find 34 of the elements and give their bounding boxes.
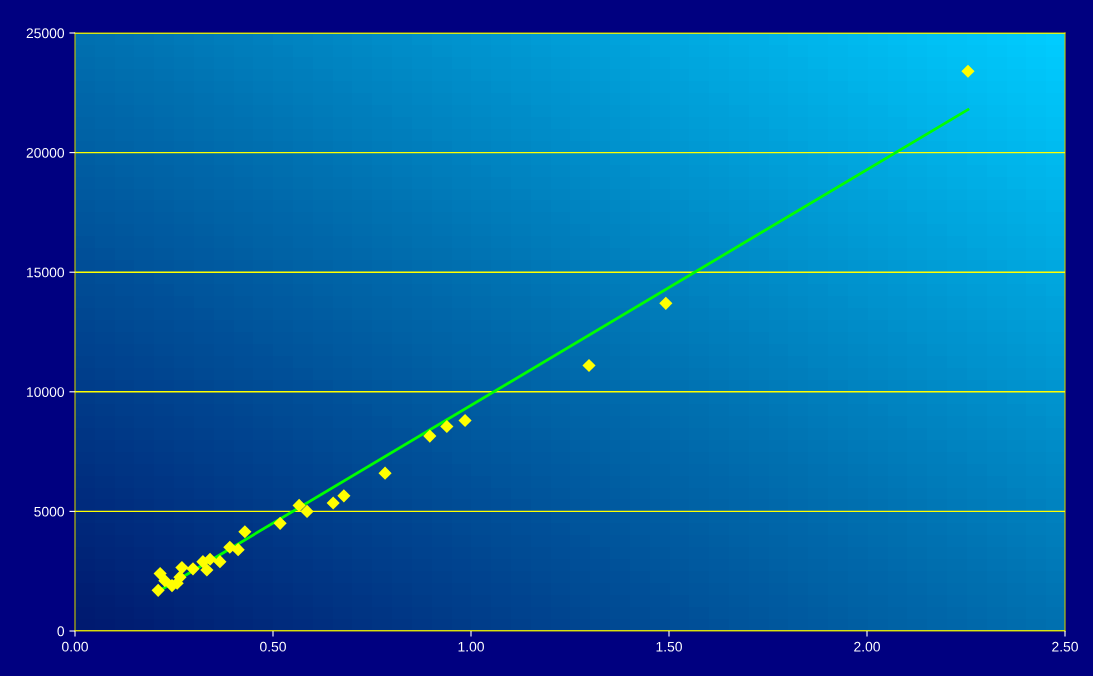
y-tick-label: 15000 [27,267,65,278]
point [292,498,306,513]
y-tick-label: 5000 [34,506,65,517]
x-tick-label: 1.00 [458,641,484,652]
point [273,516,287,530]
y-tick-label: 20000 [26,147,65,158]
y-tick-label: 10000 [27,387,65,397]
point [326,496,340,510]
x-tick-label: 0.00 [62,641,88,652]
x-tick-label: 0.50 [260,641,286,652]
point [238,525,252,539]
point [175,561,189,575]
point [151,583,165,597]
point [203,552,217,566]
point [186,562,200,576]
y-tick-label: 25000 [26,28,65,39]
point [378,466,392,480]
point [582,358,596,373]
x-tick-label: 1.50 [656,641,682,652]
x-tick-label: 2.00 [854,641,880,652]
point [458,413,472,428]
point [200,563,214,577]
point [173,570,187,584]
point [153,567,167,581]
point [213,555,227,569]
x-tick-label: 2.50 [1052,641,1078,652]
point [659,296,673,310]
point [423,429,437,443]
point [300,504,314,518]
point [961,64,975,78]
point [440,419,454,434]
y-tick-label: 0 [57,626,65,637]
point [337,489,351,503]
point [231,543,245,557]
